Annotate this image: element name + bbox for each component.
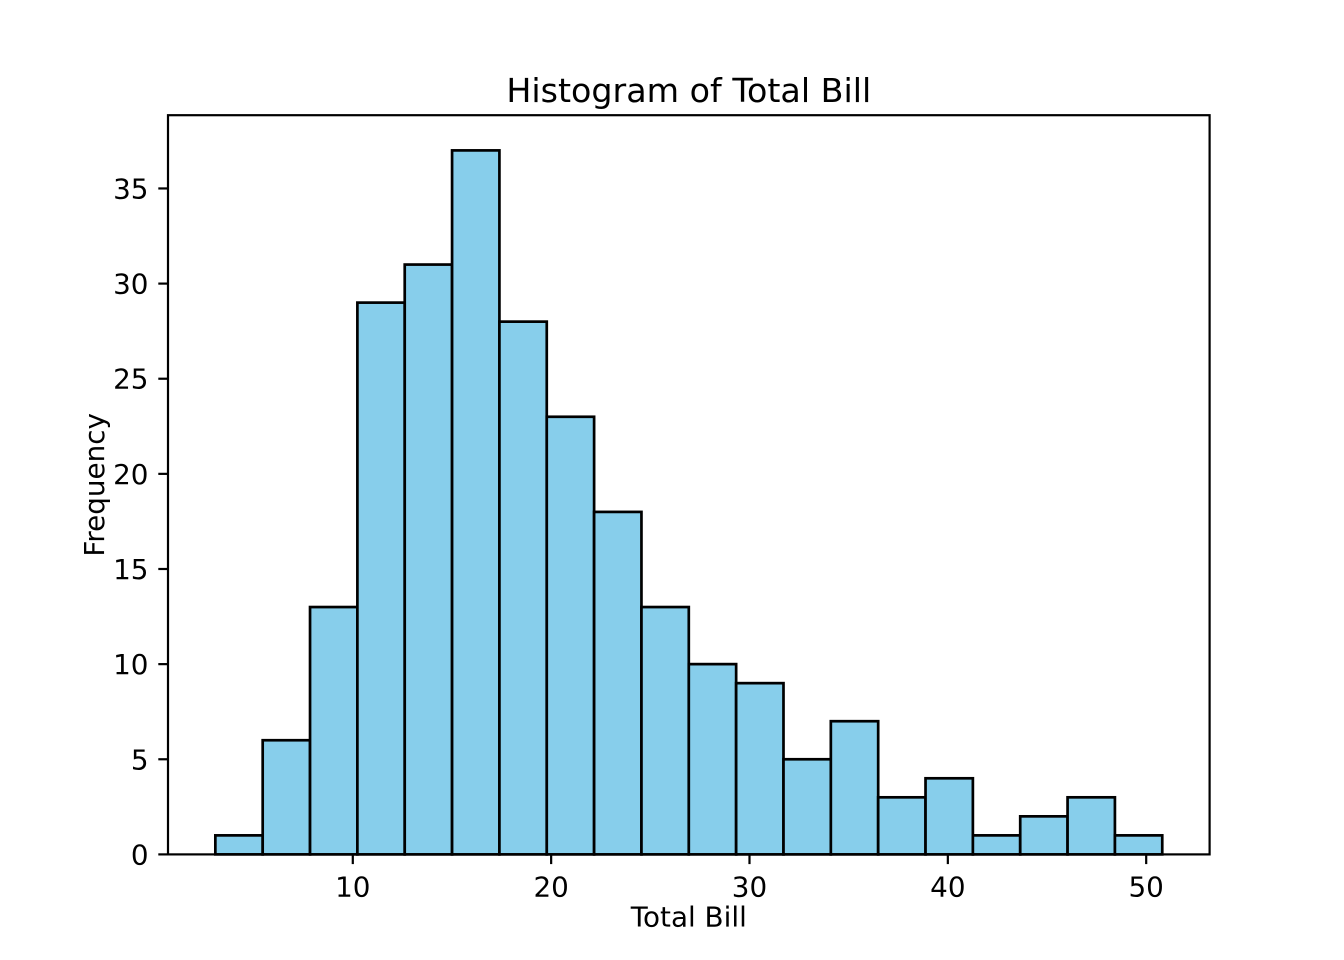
y-tick-label: 15 [113, 553, 148, 586]
x-axis-label: Total Bill [630, 901, 747, 934]
histogram-bar [308, 605, 359, 856]
histogram-bar [971, 834, 1022, 856]
histogram-bar [403, 263, 454, 856]
histogram-bar [213, 834, 265, 856]
y-tick-label: 5 [131, 743, 149, 776]
y-tick-label: 10 [113, 648, 148, 681]
y-axis-label: Frequency [78, 413, 111, 557]
histogram-bar [545, 415, 596, 856]
histogram-bar [782, 757, 833, 856]
y-tick-label: 20 [113, 458, 148, 491]
histogram-bar [687, 662, 738, 856]
x-tick-label: 50 [1129, 870, 1164, 903]
histogram-bar [734, 681, 785, 856]
histogram-bar [1018, 814, 1069, 856]
histogram-bar [876, 795, 927, 856]
y-tick-label: 0 [131, 838, 149, 871]
y-axis-ticks: 0 5 10 15 20 25 30 35 [113, 172, 168, 871]
x-axis-ticks: 10 20 30 40 50 [335, 854, 1164, 903]
y-tick-label: 25 [113, 363, 148, 396]
histogram-bar [261, 738, 312, 856]
x-tick-label: 20 [533, 870, 568, 903]
histogram-bar [498, 320, 549, 856]
bars-group [213, 149, 1164, 856]
chart-title: Histogram of Total Bill [506, 71, 871, 110]
axes-spines [166, 114, 1211, 856]
histogram-bar [592, 510, 643, 856]
histogram-bar [924, 776, 975, 856]
histogram-bar [1066, 795, 1117, 856]
x-tick-label: 10 [335, 870, 370, 903]
x-tick-label: 40 [930, 870, 965, 903]
histogram-bar [829, 719, 880, 856]
histogram-bar [356, 301, 407, 856]
histogram-bar [450, 149, 501, 856]
x-tick-label: 30 [732, 870, 767, 903]
y-tick-label: 30 [113, 268, 148, 301]
histogram-bar [1113, 834, 1164, 856]
y-tick-label: 35 [113, 172, 148, 205]
histogram-bar [640, 605, 691, 856]
